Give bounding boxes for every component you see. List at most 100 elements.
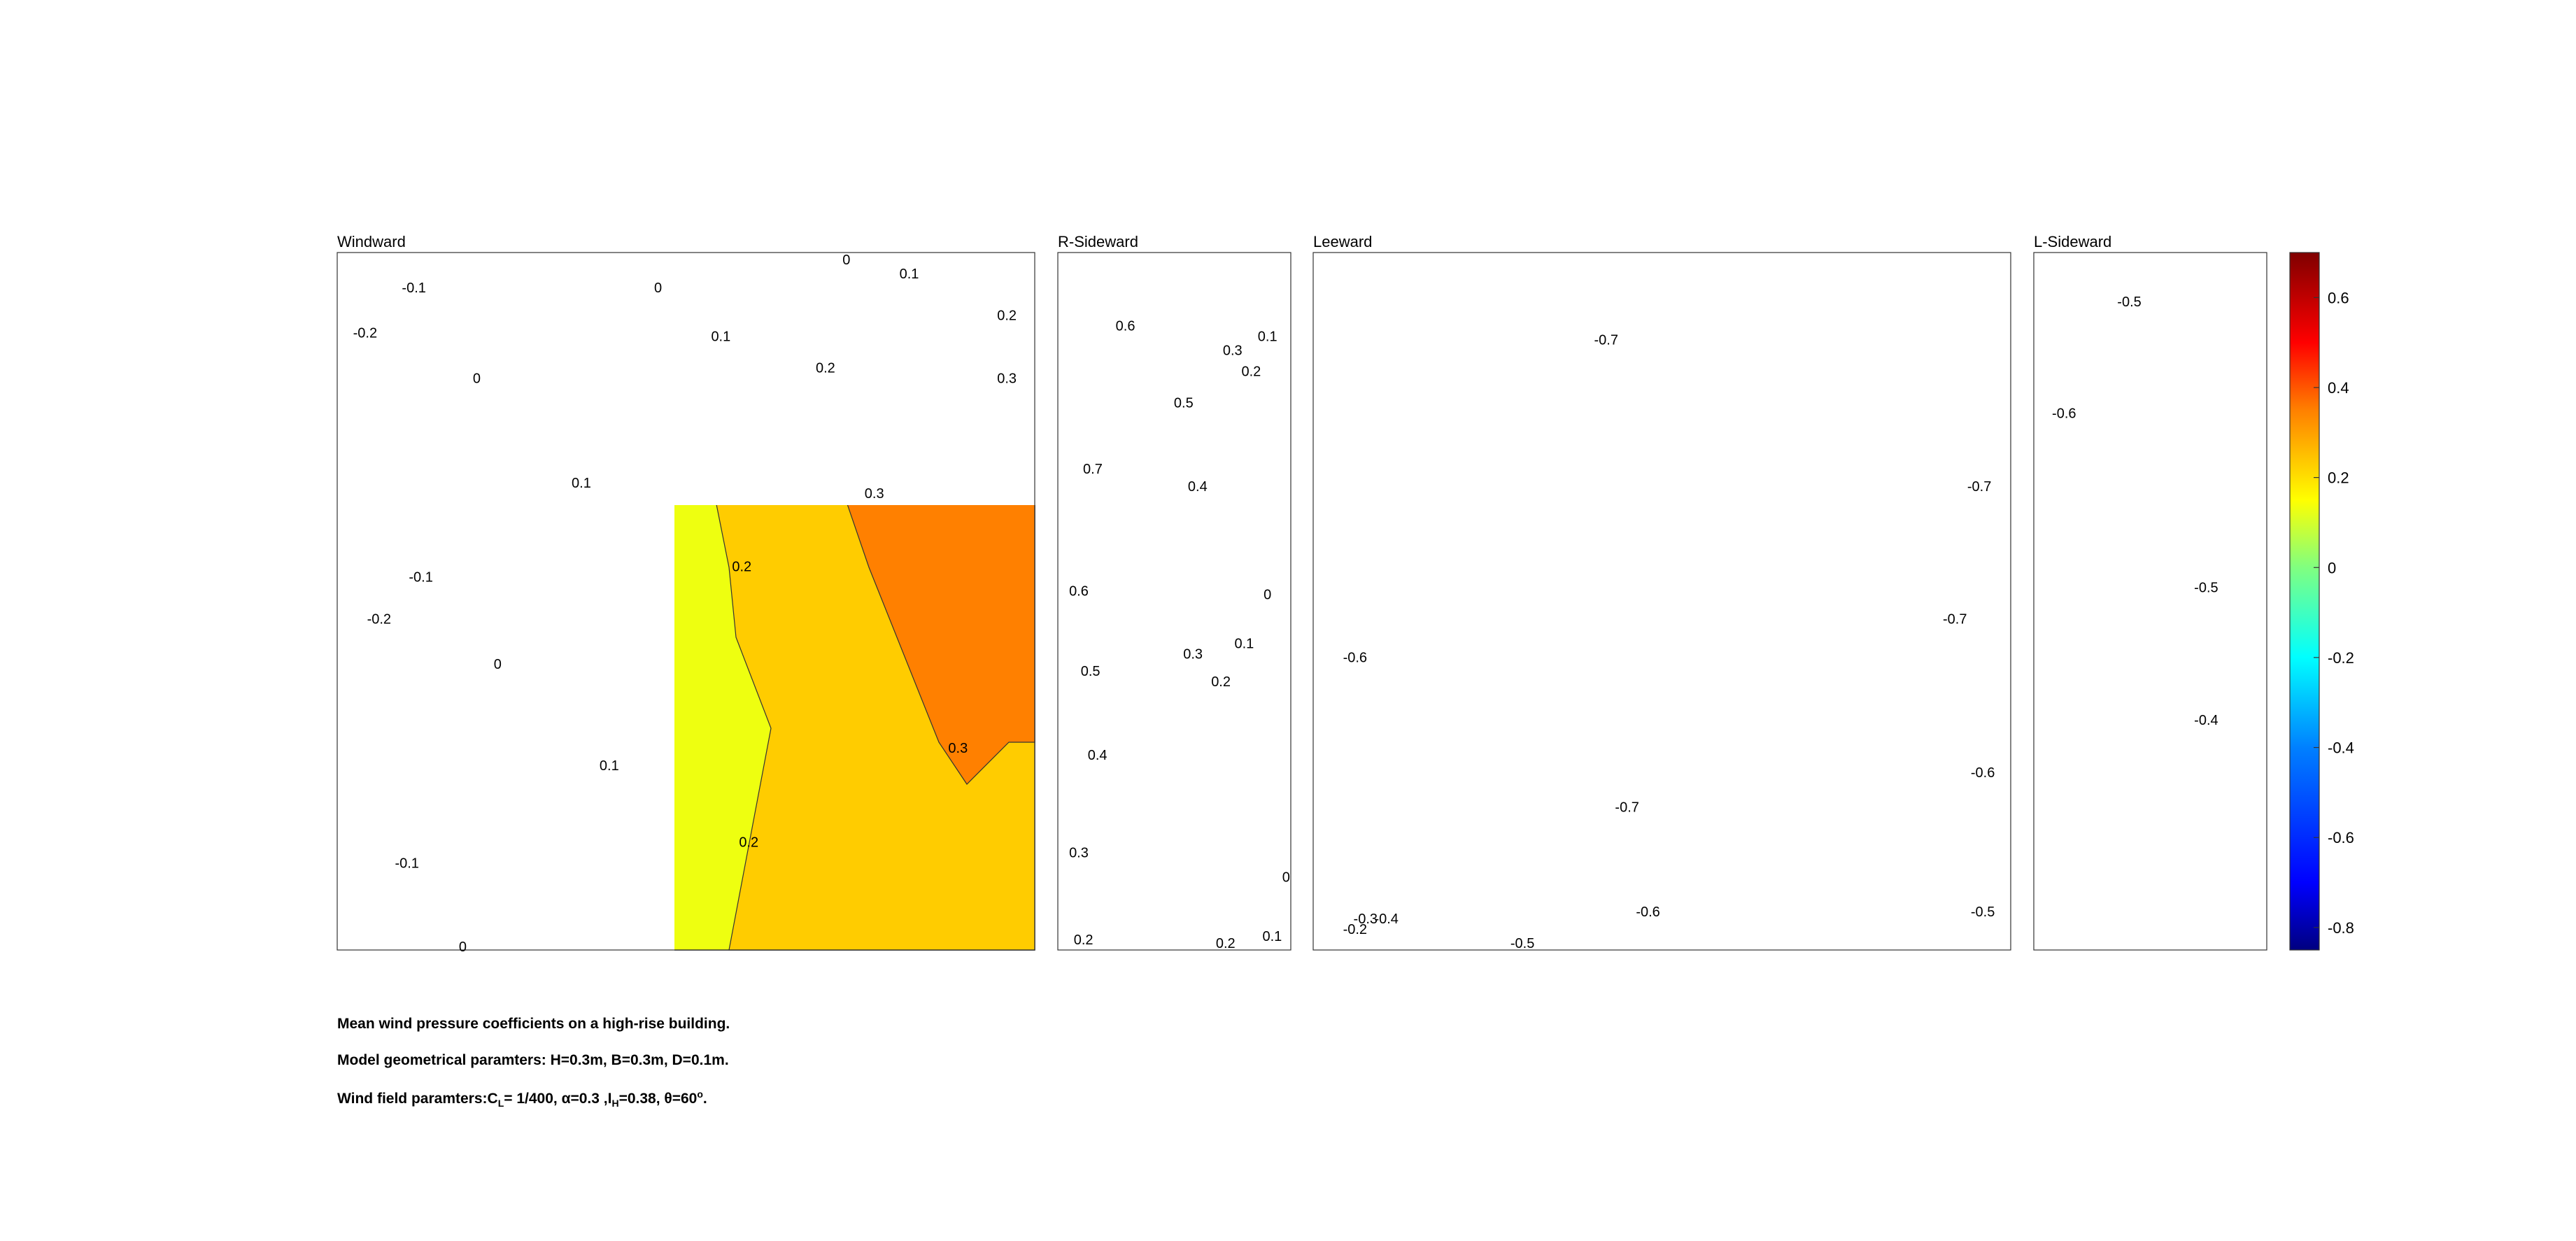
r-sideward-band-minus0.1 [1058, 253, 1291, 950]
windward-band-0.3 [847, 505, 1035, 785]
caption-title: Mean wind pressure coefficients on a hig… [337, 1016, 730, 1032]
r-sideward-band-0 [1058, 253, 1291, 950]
leeward-contour-label: -0.6 [1343, 650, 1367, 665]
leeward-panel [1313, 253, 2011, 950]
l-sideward-title: L-Sideward [2034, 233, 2111, 250]
colorbar-tick-label: 0.6 [2328, 289, 2349, 306]
windward-contour-label: 0 [494, 657, 502, 672]
leeward-contour-label: -0.6 [1971, 765, 1995, 781]
colorbar-ticks: 0.6 0.4 0.2 0 -0.2 -0.4 -0.6 -0.8 [2314, 289, 2354, 937]
l-sideward-band-minus0.6 [2034, 253, 2267, 700]
colorbar-gradient [2289, 252, 2320, 951]
windward-contour-label: 0.3 [865, 486, 884, 502]
leeward-contour-label: -0.7 [1967, 479, 1991, 495]
windward-contour-label: -0.2 [353, 326, 377, 341]
r-sideward-contour-label: 0.5 [1081, 664, 1101, 679]
windward-contour-label: 0.1 [600, 758, 619, 774]
leeward-band-minus0.1 [1313, 914, 1338, 950]
windward-contour-label: 0 [473, 371, 481, 386]
r-sideward-contour-label: 0.3 [1069, 845, 1089, 860]
r-sideward-contour-label: 0.7 [1083, 462, 1103, 477]
windward-contour-label: 0.3 [948, 741, 968, 756]
windward-contour-label: 0 [842, 253, 850, 268]
leeward-band-minus0.5 [1313, 833, 2011, 950]
leeward-contour-label: -0.2 [1343, 922, 1367, 937]
r-sideward-contour-label: 0.5 [1174, 395, 1194, 411]
r-sideward-contour-label: 0.2 [1241, 364, 1261, 379]
l-sideward-band-minus0.5 [2034, 253, 2267, 950]
windward-contour-label: 0 [459, 939, 467, 955]
windward-contour-label: 0 [654, 281, 662, 296]
leeward-contour-label: -0.7 [1943, 611, 1967, 627]
l-sideward-band-minus0.4 [2034, 644, 2267, 950]
windward-contour-label: -0.1 [402, 281, 425, 296]
r-sideward-title: R-Sideward [1058, 233, 1138, 250]
colorbar-tick-label: 0 [2328, 559, 2336, 576]
panel-titles: Windward R-Sideward Leeward L-Sideward [337, 233, 2111, 250]
windward-contour-label: -0.1 [409, 570, 432, 586]
contour-labels: -0.2 -0.1 0 0 0.1 0.2 0.1 0 0.2 0.3 0.1 0.3 -0.1 0.2 -… [353, 253, 2218, 955]
r-sideward-contour-label: 0.1 [1258, 329, 1278, 345]
leeward-contour-label: -0.6 [1636, 905, 1659, 920]
l-sideward-contour-label: -0.5 [2117, 295, 2141, 310]
r-sideward-contour-label: 0.2 [1211, 674, 1231, 690]
l-sideward-contour-label: -0.5 [2194, 581, 2218, 596]
leeward-contour-label: -0.5 [1971, 905, 1995, 920]
l-sideward-panel [2034, 253, 2267, 950]
windward-contour-label: 0.2 [997, 309, 1017, 324]
colorbar-tick-label: 0.2 [2328, 469, 2349, 487]
caption-wind-tail: . [702, 1091, 707, 1107]
r-sideward-panel [1058, 253, 1291, 950]
windward-panel [674, 505, 1035, 951]
colorbar-tick-label: -0.4 [2328, 739, 2354, 757]
r-sideward-contour-label: 0.2 [1216, 936, 1236, 951]
windward-contour-label: 0.2 [732, 560, 751, 575]
colorbar-tick-label: 0.4 [2328, 379, 2349, 397]
colorbar-tick-label: -0.6 [2328, 829, 2354, 846]
leeward-contour-label: -0.5 [1510, 936, 1534, 951]
colorbar: 0.6 0.4 0.2 0 -0.2 -0.4 -0.6 -0.8 [2289, 252, 2354, 951]
caption-sup-o: o [697, 1088, 703, 1100]
colorbar-tick-label: -0.2 [2328, 649, 2354, 667]
windward-contour-label: 0.3 [997, 371, 1017, 386]
windward-contour-label: 0.2 [816, 361, 835, 376]
leeward-band-minus0.6 [1313, 644, 2011, 950]
r-sideward-contour-label: 0.3 [1183, 646, 1203, 662]
r-sideward-contour-label: 0.6 [1116, 319, 1135, 334]
windward-frame [337, 252, 1035, 951]
caption-wind-end: =0.38, θ=60 [618, 1091, 698, 1107]
l-sideward-contour-label: -0.4 [2194, 713, 2218, 728]
r-sideward-band-0.7 [1058, 274, 1110, 490]
leeward-contour-label: -0.7 [1594, 333, 1618, 348]
windward-contour-label: 0.1 [711, 329, 730, 345]
r-sideward-contour-label: 0.3 [1223, 343, 1243, 359]
l-sideward-frame [2033, 252, 2267, 951]
r-sideward-contour-label: 0.4 [1088, 748, 1107, 763]
windward-contour-label: -0.1 [395, 856, 418, 871]
windward-contour-label: 0.2 [739, 835, 758, 850]
windward-contour-label: 0.1 [900, 267, 919, 282]
leeward-contour-label: -0.7 [1615, 800, 1639, 816]
leeward-frame [1312, 252, 2011, 951]
caption-sub-l: L [497, 1098, 504, 1109]
r-sideward-contour-label: 0.4 [1188, 479, 1208, 495]
leeward-contour-label: -0.4 [1374, 912, 1398, 927]
l-sideward-contour-label: -0.6 [2052, 406, 2076, 421]
r-sideward-contour-label: 0 [1264, 588, 1271, 603]
r-sideward-contour-label: 0 [1282, 870, 1290, 885]
colorbar-tick-label: -0.8 [2328, 919, 2354, 937]
leeward-title: Leeward [1313, 233, 1372, 250]
leeward-contour-label: -0.3 [1354, 912, 1378, 927]
r-sideward-contour-label: 0.1 [1234, 636, 1254, 651]
caption-sub-h: H [611, 1098, 619, 1109]
r-sideward-band-0.6 [1058, 253, 1138, 574]
r-sideward-band-0.5 [1058, 253, 1184, 672]
windward-title: Windward [337, 233, 406, 250]
leeward-band-minus0.7 [1313, 253, 2011, 950]
r-sideward-band-0.3 [1058, 253, 1229, 875]
windward-contour-label: -0.2 [367, 611, 391, 627]
r-sideward-frame [1057, 252, 1291, 951]
caption-wind-mid: = 1/400, α=0.3 ,I [504, 1091, 612, 1107]
r-sideward-contour-label: 0.6 [1069, 584, 1089, 600]
